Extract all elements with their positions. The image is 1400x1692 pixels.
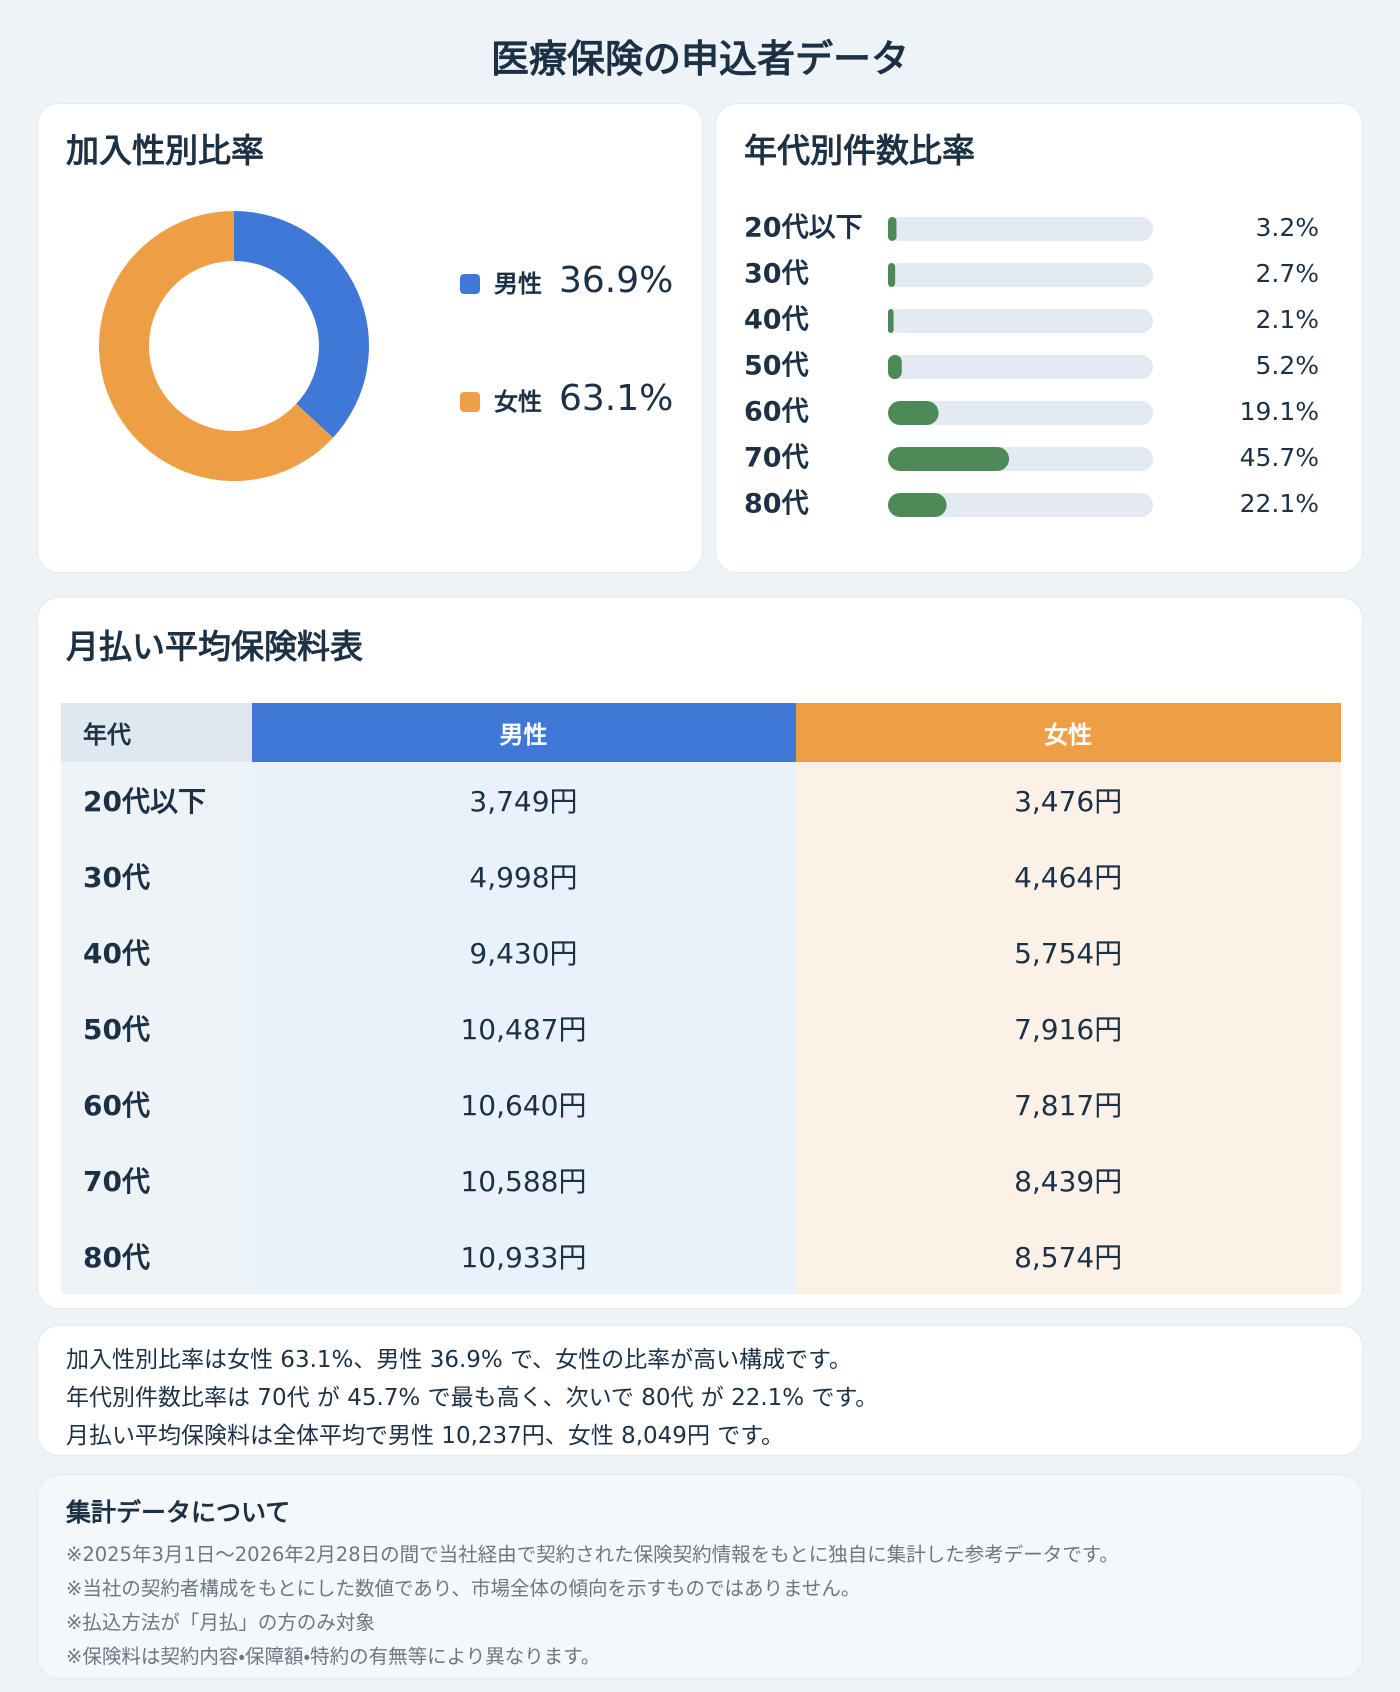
bar-category: 80代 bbox=[744, 489, 809, 520]
bar-value: 3.2% bbox=[1255, 213, 1319, 242]
table-header-cell: 男性 bbox=[251, 703, 797, 762]
table-row: 30代 4,998円 4,464円 bbox=[61, 838, 1341, 914]
table-header-cell: 女性 bbox=[796, 703, 1341, 762]
table-cell: 8,439円 bbox=[796, 1142, 1341, 1218]
notes-card: 集計データについて ※2025年3月1日～2026年2月28日の間で当社経由で契… bbox=[37, 1474, 1363, 1679]
legend-label: 男性 bbox=[494, 270, 542, 298]
table-row: 60代 10,640円 7,817円 bbox=[61, 1066, 1341, 1142]
legend-label: 女性 bbox=[494, 388, 542, 416]
table-cell: 9,430円 bbox=[251, 914, 797, 990]
bar bbox=[888, 355, 902, 379]
bar-track bbox=[888, 355, 1153, 379]
table-cell: 4,464円 bbox=[796, 838, 1341, 914]
summary-line: 年代別件数比率は 70代 が 45.7% で最も高く、次いで 80代 が 22.… bbox=[66, 1385, 879, 1411]
card-title: 加入性別比率 bbox=[66, 131, 264, 170]
note-line: ※保険料は契約内容・保障額・特約の有無等により異なります。 bbox=[66, 1645, 601, 1668]
table-row: 40代 9,430円 5,754円 bbox=[61, 914, 1341, 990]
note-line: ※当社の契約者構成をもとにした数値であり、市場全体の傾向を示すものではありません… bbox=[66, 1577, 861, 1600]
table-header-cell: 年代 bbox=[61, 703, 252, 762]
table-row-label: 30代 bbox=[61, 838, 252, 914]
bar-category: 30代 bbox=[744, 259, 809, 290]
table-cell: 7,916円 bbox=[796, 990, 1341, 1066]
summary-card: 加入性別比率は女性 63.1%、男性 36.9% で、女性の比率が高い構成です。… bbox=[37, 1325, 1363, 1456]
bar-category: 50代 bbox=[744, 351, 809, 382]
bar bbox=[888, 447, 1010, 471]
table-row: 80代 10,933円 8,574円 bbox=[61, 1218, 1341, 1294]
bar bbox=[888, 493, 947, 517]
donut-chart: 男性 36.9% 女性 63.1% bbox=[98, 211, 673, 481]
table-cell: 3,476円 bbox=[796, 762, 1341, 838]
table-cell: 10,588円 bbox=[251, 1142, 797, 1218]
bar-track bbox=[888, 263, 1153, 287]
legend-value: 63.1% bbox=[559, 378, 673, 419]
bar-track bbox=[888, 493, 1153, 517]
donut-segment bbox=[98, 211, 333, 481]
table-cell: 10,933円 bbox=[251, 1218, 797, 1294]
bar-value: 2.1% bbox=[1255, 305, 1319, 334]
donut-segment bbox=[234, 211, 369, 438]
notes-title: 集計データについて bbox=[66, 1498, 291, 1527]
table-cell: 10,640円 bbox=[251, 1066, 797, 1142]
table-row-label: 70代 bbox=[61, 1142, 252, 1218]
bar-category: 40代 bbox=[744, 305, 809, 336]
card-title: 月払い平均保険料表 bbox=[66, 627, 363, 666]
table-row-label: 80代 bbox=[61, 1218, 252, 1294]
note-line: ※払込方法が「月払」の方のみ対象 bbox=[66, 1611, 375, 1634]
legend-swatch bbox=[460, 274, 480, 294]
bar bbox=[888, 263, 896, 287]
table-cell: 7,817円 bbox=[796, 1066, 1341, 1142]
bar-track bbox=[888, 401, 1153, 425]
summary-line: 加入性別比率は女性 63.1%、男性 36.9% で、女性の比率が高い構成です。 bbox=[66, 1347, 852, 1373]
bar-chart: 20代以下 3.2% 30代 2.7% 40代 2.1% 50代 5.2% 60代 19.1% 70… bbox=[744, 213, 1319, 520]
premium-card: 月払い平均保険料表 年代 男性 女性 20代以下 3,749円 3,476円 30代 4,99… bbox=[37, 597, 1363, 1309]
premium-table: 年代 男性 女性 20代以下 3,749円 3,476円 30代 4,998円 4,464円 40… bbox=[61, 703, 1341, 1294]
table-row: 70代 10,588円 8,439円 bbox=[61, 1142, 1341, 1218]
table-row-label: 20代以下 bbox=[61, 762, 252, 838]
table-cell: 5,754円 bbox=[796, 914, 1341, 990]
bar bbox=[888, 217, 897, 241]
gender-card: 加入性別比率 男性 36.9% 女性 63.1% bbox=[37, 103, 703, 573]
page-title: 医療保険の申込者データ bbox=[490, 37, 909, 81]
summary-line: 月払い平均保険料は全体平均で男性 10,237円、女性 8,049円 です。 bbox=[66, 1423, 784, 1449]
legend-swatch bbox=[460, 392, 480, 412]
bar-value: 5.2% bbox=[1255, 351, 1319, 380]
bar-value: 22.1% bbox=[1240, 489, 1319, 518]
bar-track bbox=[888, 309, 1153, 333]
table-header-row: 年代 男性 女性 bbox=[61, 703, 1341, 762]
table-cell: 8,574円 bbox=[796, 1218, 1341, 1294]
table-row-label: 40代 bbox=[61, 914, 252, 990]
bar-value: 2.7% bbox=[1255, 259, 1319, 288]
bar bbox=[888, 309, 894, 333]
bar-value: 45.7% bbox=[1240, 443, 1319, 472]
table-row-label: 60代 bbox=[61, 1066, 252, 1142]
bar-track bbox=[888, 217, 1153, 241]
table-cell: 3,749円 bbox=[251, 762, 797, 838]
bar-value: 19.1% bbox=[1240, 397, 1319, 426]
card-title: 年代別件数比率 bbox=[744, 131, 975, 170]
table-cell: 10,487円 bbox=[251, 990, 797, 1066]
bar-category: 20代以下 bbox=[744, 213, 863, 244]
bar bbox=[888, 401, 939, 425]
note-line: ※2025年3月1日～2026年2月28日の間で当社経由で契約された保険契約情報… bbox=[66, 1543, 1119, 1566]
table-row: 50代 10,487円 7,916円 bbox=[61, 990, 1341, 1066]
legend-value: 36.9% bbox=[559, 260, 673, 301]
age-card: 年代別件数比率 20代以下 3.2% 30代 2.7% 40代 2.1% 50代 5.2% 60… bbox=[715, 103, 1363, 573]
bar-category: 60代 bbox=[744, 397, 809, 428]
table-row: 20代以下 3,749円 3,476円 bbox=[61, 762, 1341, 838]
bar-category: 70代 bbox=[744, 443, 809, 474]
table-row-label: 50代 bbox=[61, 990, 252, 1066]
table-cell: 4,998円 bbox=[251, 838, 797, 914]
